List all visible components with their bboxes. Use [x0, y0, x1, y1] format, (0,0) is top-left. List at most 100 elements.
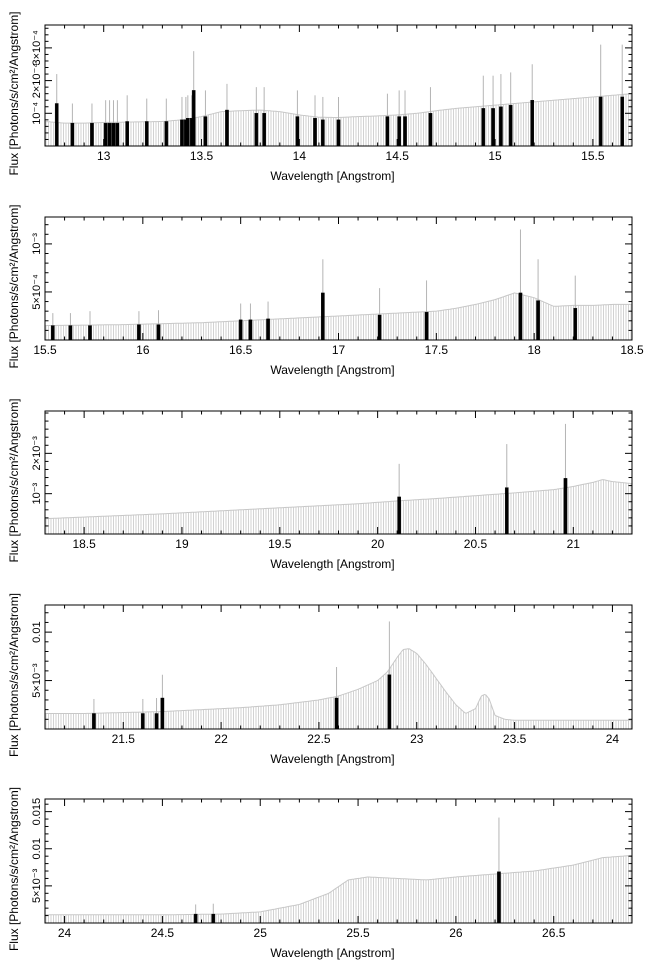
x-tick-label: 18	[527, 343, 541, 357]
line-bar-3	[88, 325, 92, 340]
x-tick-label: 15	[488, 149, 502, 163]
y-tick-label: 0.01	[31, 621, 43, 642]
plot-area	[45, 817, 632, 923]
x-axis-label: Wavelength [Angstrom]	[270, 946, 394, 960]
line-bar-30	[499, 106, 503, 146]
line-bar-33	[598, 96, 603, 146]
line-bar-19	[262, 113, 266, 146]
continuum-fill	[45, 293, 632, 340]
x-tick-label: 13.5	[190, 149, 214, 163]
line-bar-1	[51, 325, 55, 340]
line-bar-32	[530, 100, 535, 146]
x-tick-label: 20	[371, 537, 385, 551]
line-bar-2	[70, 122, 75, 146]
x-tick-label: 15.5	[581, 149, 605, 163]
line-bar-21	[313, 118, 317, 146]
x-tick-label: 20.5	[464, 537, 488, 551]
line-bar-31	[508, 104, 513, 146]
panel-5: 24 24.5 25 25.5 26 26.5 5×10⁻³ 0.01 0.015 Wavelen…	[7, 787, 633, 960]
panel-2: 15.5 16 16.5 17 17.5 18 18.5 5×10⁻⁴ 10⁻³ Waveleng…	[7, 204, 644, 377]
x-tick-label: 23.5	[503, 732, 527, 746]
x-axis-label: Wavelength [Angstrom]	[270, 752, 394, 766]
x-tick-label: 18.5	[620, 343, 644, 357]
plot-area	[45, 423, 632, 534]
line-bar-25	[397, 116, 401, 146]
y-tick-label: 2×10⁻⁴	[31, 63, 43, 99]
line-bar-22	[321, 119, 325, 146]
x-tick-label: 24	[606, 732, 620, 746]
line-bar-5	[334, 697, 339, 729]
line-bar-9	[144, 121, 149, 146]
x-tick-label: 19	[175, 537, 189, 551]
x-tick-label: 13	[97, 149, 111, 163]
x-tick-label: 19.5	[268, 537, 292, 551]
y-tick-label: 3×10⁻⁴	[31, 30, 43, 66]
line-bar-8	[125, 121, 129, 146]
y-tick-label: 5×10⁻³	[31, 663, 43, 698]
line-bar-20	[295, 116, 300, 146]
line-bar-5	[156, 324, 161, 340]
plot-area	[45, 44, 632, 146]
panel-4: 21.5 22 22.5 23 23.5 24 5×10⁻³ 0.01 Wavelength […	[7, 593, 633, 766]
line-bar-7	[248, 319, 253, 340]
line-bar-34	[620, 96, 625, 146]
line-bar-16	[203, 116, 208, 146]
line-bar-3	[154, 713, 159, 729]
line-bar-5	[107, 122, 112, 146]
line-bar-13	[536, 300, 540, 340]
line-bar-10	[377, 314, 382, 340]
line-bar-13	[186, 118, 190, 146]
line-bar-6	[387, 674, 392, 729]
line-bar-2	[504, 487, 509, 534]
x-tick-label: 21	[567, 537, 581, 551]
line-bar-3	[90, 122, 94, 146]
line-bar-1	[54, 103, 59, 146]
x-tick-label: 26	[449, 926, 463, 940]
y-tick-label: 5×10⁻³	[31, 868, 43, 903]
y-tick-label: 0.015	[31, 798, 43, 826]
x-tick-label: 24.5	[151, 926, 175, 940]
continuum-envelope	[45, 292, 632, 327]
x-axis-label: Wavelength [Angstrom]	[270, 363, 394, 377]
line-bar-1	[397, 496, 401, 534]
x-tick-label: 25.5	[346, 926, 370, 940]
x-axis-label: Wavelength [Angstrom]	[270, 169, 394, 183]
plot-area	[45, 229, 632, 340]
y-tick-label: 2×10⁻³	[31, 436, 43, 471]
line-bar-8	[266, 318, 270, 340]
line-bar-9	[321, 292, 325, 340]
y-tick-label: 10⁻³	[31, 482, 43, 504]
line-bar-6	[111, 122, 116, 146]
y-tick-label: 5×10⁻⁴	[31, 274, 43, 310]
y-axis-label: Flux [Photons/s/cm²/Angstrom]	[7, 204, 21, 368]
line-bar-7	[115, 122, 120, 146]
line-bar-4	[103, 122, 108, 146]
x-tick-label: 25	[254, 926, 268, 940]
x-tick-label: 26.5	[542, 926, 566, 940]
line-bar-27	[428, 113, 433, 146]
line-bar-12	[518, 292, 523, 340]
line-bar-3	[497, 871, 501, 923]
x-tick-label: 16.5	[229, 343, 253, 357]
x-tick-label: 17.5	[425, 343, 449, 357]
line-bar-2	[141, 713, 145, 729]
x-tick-label: 24	[58, 926, 72, 940]
x-tick-label: 17	[332, 343, 346, 357]
line-bar-29	[491, 108, 495, 146]
line-bar-4	[160, 697, 165, 729]
line-bar-6	[238, 319, 243, 340]
continuum-envelope	[45, 479, 632, 520]
x-tick-label: 16	[136, 343, 150, 357]
line-bar-10	[164, 121, 169, 146]
line-bar-1	[193, 913, 198, 923]
continuum-fill	[45, 648, 632, 729]
y-tick-label: 10⁻³	[31, 233, 43, 255]
y-tick-label: 0.01	[31, 838, 43, 859]
line-bar-28	[481, 108, 486, 146]
x-tick-label: 22.5	[307, 732, 331, 746]
y-tick-label: 10⁻⁴	[31, 102, 43, 125]
line-bar-14	[573, 308, 578, 340]
x-axis-label: Wavelength [Angstrom]	[270, 557, 394, 571]
panel-1: 13 13.5 14 14.5 15 15.5 10⁻⁴ 2×10⁻⁴3×10⁻⁴ Wavele…	[7, 11, 633, 183]
